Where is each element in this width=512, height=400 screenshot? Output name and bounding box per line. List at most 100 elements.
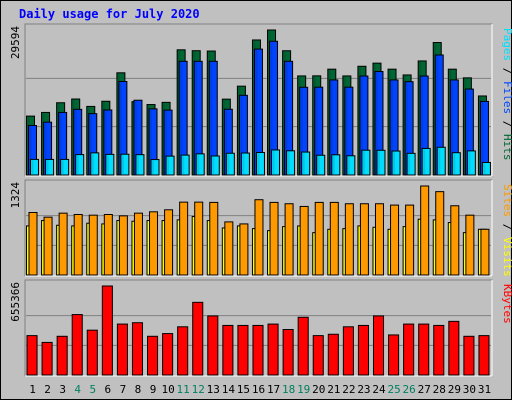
- bar-sites-day-14: [224, 221, 234, 276]
- chart-panels: 29594 Pages / Files / Hits 1324 Sites / Vis…: [9, 23, 512, 377]
- legend-entry: Sites: [501, 184, 512, 217]
- bar-pages-day-13: [210, 155, 220, 176]
- x-tick-label-day-20: 20: [312, 383, 325, 396]
- bar-sites-day-5: [88, 214, 98, 276]
- legend-entry: Files: [501, 81, 512, 114]
- x-tick-label-day-21: 21: [327, 383, 340, 396]
- bar-shade: [423, 149, 426, 174]
- bar-pages-day-23: [361, 149, 371, 176]
- bar-pages-day-9: [150, 159, 160, 176]
- bar-pages-day-27: [421, 147, 431, 176]
- x-tick-label-day-26: 26: [403, 383, 416, 396]
- bar-pages-day-29: [451, 152, 461, 176]
- x-tick-label-day-27: 27: [418, 383, 431, 396]
- bar-pages-day-16: [255, 152, 265, 176]
- panel-visitors: 1324 Sites / Visits: [9, 179, 512, 277]
- x-tick-label-day-1: 1: [29, 383, 36, 396]
- bar-kbytes-day-25: [388, 334, 400, 376]
- bar-kbytes-day-21: [327, 333, 339, 376]
- bar-shade: [106, 155, 109, 174]
- bar-sites-day-30: [465, 214, 475, 276]
- bar-shade: [136, 155, 139, 174]
- bar-pages-day-18: [286, 150, 296, 176]
- x-tick-label-day-3: 3: [59, 383, 66, 396]
- legend-entry: KBytes: [501, 284, 512, 324]
- bar-sites-day-15: [239, 223, 249, 276]
- x-tick-label-day-8: 8: [135, 383, 142, 396]
- panel-volume: 655366 KBytes: [9, 279, 512, 377]
- x-tick-label-day-11: 11: [177, 383, 190, 396]
- bar-sites-day-27: [420, 185, 430, 276]
- bar-kbytes-day-8: [131, 322, 144, 376]
- bar-pages-day-4: [75, 154, 85, 176]
- bars-volume: [26, 285, 490, 376]
- bar-sites-day-19: [299, 205, 309, 276]
- y-max-label: 1324: [9, 182, 22, 209]
- bar-kbytes-day-23: [357, 324, 369, 376]
- legend-entry: Visits: [501, 237, 512, 277]
- bar-kbytes-day-28: [433, 324, 445, 376]
- bar-sites-day-29: [450, 205, 460, 276]
- bar-sites-day-9: [149, 211, 159, 276]
- bar-kbytes-day-12: [192, 301, 204, 376]
- bar-pages-day-30: [466, 150, 476, 176]
- x-tick-label-day-23: 23: [357, 383, 370, 396]
- bar-shade: [393, 152, 396, 174]
- legend-entry: Pages: [501, 28, 512, 61]
- bar-sites-day-13: [209, 201, 219, 276]
- bar-pages-day-8: [135, 154, 145, 176]
- bar-shade: [46, 160, 49, 174]
- panel-legend: Pages / Files / Hits: [501, 28, 512, 161]
- bar-shade: [104, 110, 107, 174]
- bar-kbytes-day-2: [41, 341, 53, 376]
- bar-pages-day-21: [331, 154, 341, 176]
- bar-shade: [44, 123, 47, 174]
- bar-kbytes-day-19: [297, 316, 309, 376]
- bar-sites-day-31: [480, 228, 490, 276]
- bar-pages-day-12: [195, 153, 205, 176]
- bar-kbytes-day-20: [312, 335, 324, 376]
- x-tick-label-day-5: 5: [89, 383, 96, 396]
- bar-shade: [59, 113, 62, 174]
- x-tick-label-day-19: 19: [297, 383, 310, 396]
- x-tick-label-day-29: 29: [448, 383, 461, 396]
- bar-shade: [466, 90, 469, 174]
- bar-kbytes-day-3: [56, 335, 68, 376]
- bar-kbytes-day-29: [448, 320, 460, 376]
- bar-kbytes-day-17: [267, 323, 279, 376]
- bar-pages-day-1: [30, 158, 39, 176]
- bar-shade: [481, 102, 484, 174]
- bar-shade: [317, 156, 320, 174]
- x-axis-day-labels: 1 2 3 4 5 6 7 8 9 10 11 12 13 14 15 16 17 18 19 20 21 22 23 24 2…: [29, 383, 491, 396]
- bar-shade: [121, 155, 124, 174]
- bar-kbytes-day-11: [177, 326, 189, 376]
- x-tick-label-day-7: 7: [120, 383, 127, 396]
- bar-pages-day-19: [301, 151, 311, 176]
- bar-kbytes-day-5: [86, 329, 98, 376]
- bar-shade: [180, 62, 183, 174]
- x-tick-label-day-31: 31: [478, 383, 491, 396]
- x-tick-label-day-6: 6: [105, 383, 112, 396]
- bar-shade: [315, 88, 318, 174]
- bar-kbytes-day-26: [403, 323, 415, 376]
- bar-pages-day-22: [346, 155, 356, 176]
- y-max-label: 655366: [9, 282, 22, 322]
- bar-shade: [451, 80, 454, 174]
- bar-sites-day-8: [133, 212, 143, 276]
- bar-pages-day-3: [60, 158, 70, 176]
- bar-kbytes-day-9: [147, 335, 159, 376]
- bars-traffic: [26, 29, 491, 176]
- bar-shade: [119, 82, 122, 174]
- bar-shade: [31, 160, 34, 174]
- bar-shade: [438, 148, 441, 174]
- bar-pages-day-28: [436, 146, 446, 176]
- x-tick-label-day-18: 18: [282, 383, 295, 396]
- bar-shade: [74, 110, 77, 174]
- bar-shade: [76, 155, 79, 174]
- bar-shade: [212, 156, 215, 174]
- bar-sites-day-4: [73, 214, 83, 276]
- bar-shade: [29, 126, 32, 174]
- x-tick-label-day-17: 17: [267, 383, 280, 396]
- panel-traffic: 29594 Pages / Files / Hits: [9, 23, 512, 177]
- bar-pages-day-26: [406, 152, 416, 176]
